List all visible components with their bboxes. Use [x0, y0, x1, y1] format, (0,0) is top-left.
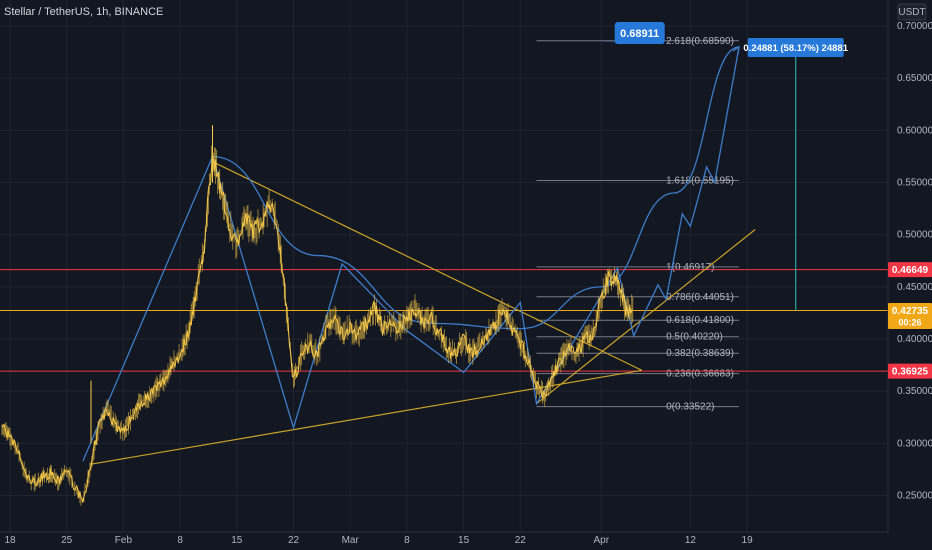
pattern-arrowhead — [732, 45, 740, 55]
measure-tool[interactable]: 0.24881 (58.17%) 24881 0.68911 — [593, 22, 849, 311]
price-series — [1, 125, 634, 506]
symbol-title: Stellar / TetherUS, 1h, BINANCE — [4, 6, 164, 18]
price-tick-label: 0.55000 — [897, 178, 932, 189]
fib-level-label: 1.618(0.55195) — [666, 176, 734, 187]
fib-level-label: 1(0.46917) — [666, 262, 714, 273]
support-line-badge-label: 0.36925 — [892, 367, 929, 378]
target-callout-label: 0.68911 — [620, 28, 659, 40]
target-callout-pointer — [593, 40, 643, 44]
horizontal-lines[interactable] — [0, 269, 888, 372]
fib-level-label: 0.5(0.40220) — [666, 332, 723, 343]
fib-level-label: 0.382(0.38639) — [666, 348, 734, 359]
current-price-line-badge-label: 0.42735 — [892, 306, 929, 317]
price-tick-label: 0.25000 — [897, 490, 932, 501]
fib-level-label: 2.618(0.68590) — [666, 36, 734, 47]
time-tick-label: 8 — [404, 535, 410, 546]
upper-trendline — [212, 161, 643, 371]
measure-badge — [747, 38, 844, 57]
price-tick-label: 0.45000 — [897, 282, 932, 293]
price-tick-label: 0.35000 — [897, 386, 932, 397]
current-price-line-badge — [888, 302, 932, 329]
time-tick-label: 22 — [515, 535, 527, 546]
countdown-label: 00:26 — [898, 317, 921, 327]
price-tick-label: 0.65000 — [897, 73, 932, 84]
time-tick-label: 15 — [458, 535, 470, 546]
price-tick-label: 0.40000 — [897, 334, 932, 345]
price-line — [1, 155, 633, 503]
pattern-curve-line — [212, 46, 740, 330]
time-tick-label: 15 — [231, 535, 243, 546]
chart-grid — [0, 0, 888, 532]
currency-badge — [897, 3, 927, 21]
time-axis[interactable]: 18 25 Feb 8 15 22 Mar 8 15 22 Apr 12 19 — [0, 531, 932, 550]
time-tick-label: 12 — [685, 535, 697, 546]
time-tick-label: Feb — [115, 535, 133, 546]
fib-level-label: 0.786(0.44051) — [666, 292, 734, 303]
time-tick-label: 19 — [742, 535, 754, 546]
resistance-line-badge — [888, 262, 932, 278]
price-tick-label: 0.60000 — [897, 125, 932, 136]
measure-label: 0.24881 (58.17%) 24881 — [743, 43, 848, 54]
time-tick-label: 25 — [61, 535, 73, 546]
currency-label: USDT — [898, 7, 925, 18]
time-tick-label: Mar — [342, 535, 360, 546]
time-tick-label: 8 — [177, 535, 183, 546]
price-tick-label: 0.50000 — [897, 230, 932, 241]
time-tick-label: Apr — [594, 535, 610, 546]
time-tick-label: 22 — [288, 535, 300, 546]
fib-level-label: 0(0.33522) — [666, 402, 714, 413]
price-tick-label: 0.30000 — [897, 438, 932, 449]
resistance-line-badge-label: 0.46649 — [892, 265, 929, 276]
plot-background — [0, 0, 888, 532]
fib-level-label: 0.236(0.36683) — [666, 369, 734, 380]
support-line-badge — [888, 363, 932, 379]
time-tick-label: 18 — [4, 535, 16, 546]
time-axis-background — [0, 532, 932, 550]
fibonacci-extension[interactable]: 2.618(0.68590) 1.618(0.55195) 1(0.46917) 0.… — [536, 36, 740, 413]
target-callout-box — [614, 22, 665, 44]
fib-level-label: 0.618(0.41800) — [666, 315, 734, 326]
rising-trendline — [536, 229, 756, 405]
price-tick-label: 0.70000 — [897, 21, 932, 32]
